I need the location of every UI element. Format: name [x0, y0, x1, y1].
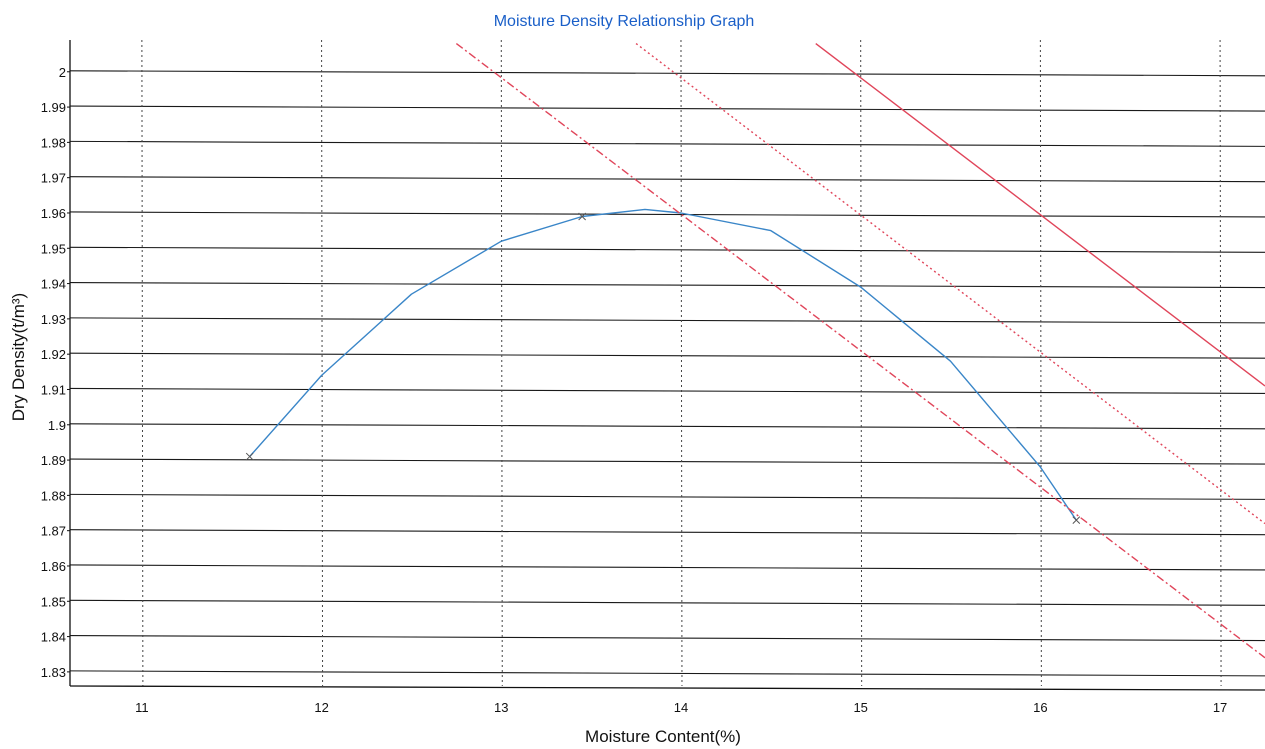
x-tick-label: 13 [494, 700, 508, 715]
x-tick-label: 11 [135, 700, 149, 715]
h-gridline [69, 564, 1265, 571]
y-tick-label: 1.94 [41, 277, 66, 292]
h-gridline [69, 352, 1265, 359]
series-layer [245, 42, 1265, 659]
y-tick-label: 1.9 [48, 418, 66, 433]
data-point-marker [245, 452, 254, 461]
y-tick-label: 1.87 [41, 524, 66, 539]
h-gridline [69, 105, 1265, 112]
y-tick-label: 1.98 [41, 135, 66, 150]
axes-layer [69, 40, 1265, 691]
air-voids-line-dotted [635, 42, 1265, 525]
x-tick-label: 14 [674, 700, 688, 715]
h-gridline [69, 70, 1265, 77]
y-tick-label: 1.83 [41, 665, 66, 680]
x-axis-line [69, 685, 1265, 691]
air-voids-line-dashdot [455, 42, 1265, 659]
y-axis-label: Dry Density(t/m³) [9, 293, 28, 421]
data-point-marker [578, 212, 586, 221]
h-gridline [69, 387, 1265, 395]
y-tick-label: 1.96 [41, 206, 66, 221]
h-gridline [69, 423, 1265, 430]
y-tick-label: 1.89 [41, 453, 66, 468]
y-tick-label: 1.93 [41, 312, 66, 327]
h-gridline [69, 458, 1265, 465]
chart-title: Moisture Density Relationship Graph [494, 13, 755, 30]
compaction-curve-line [249, 208, 1077, 521]
h-gridline [69, 246, 1265, 253]
y-tick-label: 1.95 [41, 241, 66, 256]
y-tick-label: 1.92 [41, 347, 66, 362]
x-axis-label: Moisture Content(%) [585, 727, 741, 746]
y-tick-label: 1.85 [41, 594, 66, 609]
y-tick-label: 2 [59, 65, 66, 80]
tick-labels-layer: 1.83 1.84 1.85 1.86 1.87 1.88 1.89 1.9 1.91 1.92 1… [41, 65, 1228, 715]
x-tick-label: 17 [1213, 700, 1227, 715]
x-tick-label: 16 [1033, 700, 1047, 715]
y-tick-label: 1.97 [41, 171, 66, 186]
y-tick-label: 1.84 [41, 630, 66, 645]
h-gridline [69, 670, 1265, 677]
h-gridline [69, 176, 1265, 183]
h-gridline [69, 635, 1265, 642]
x-tick-label: 15 [853, 700, 867, 715]
y-tick-label: 1.86 [41, 559, 66, 574]
y-tick-label: 1.91 [41, 382, 66, 397]
grid-layer [69, 39, 1265, 687]
h-gridline [69, 211, 1265, 218]
h-gridline [69, 282, 1265, 289]
x-tick-label: 12 [314, 700, 328, 715]
h-gridline [69, 493, 1265, 500]
h-gridline [69, 599, 1265, 606]
air-voids-line-solid [815, 42, 1265, 387]
h-gridline [69, 317, 1265, 324]
h-gridline [69, 140, 1265, 147]
y-tick-label: 1.88 [41, 488, 66, 503]
y-tick-label: 1.99 [41, 100, 66, 115]
data-point-marker [1072, 516, 1081, 524]
h-gridline [69, 529, 1265, 536]
